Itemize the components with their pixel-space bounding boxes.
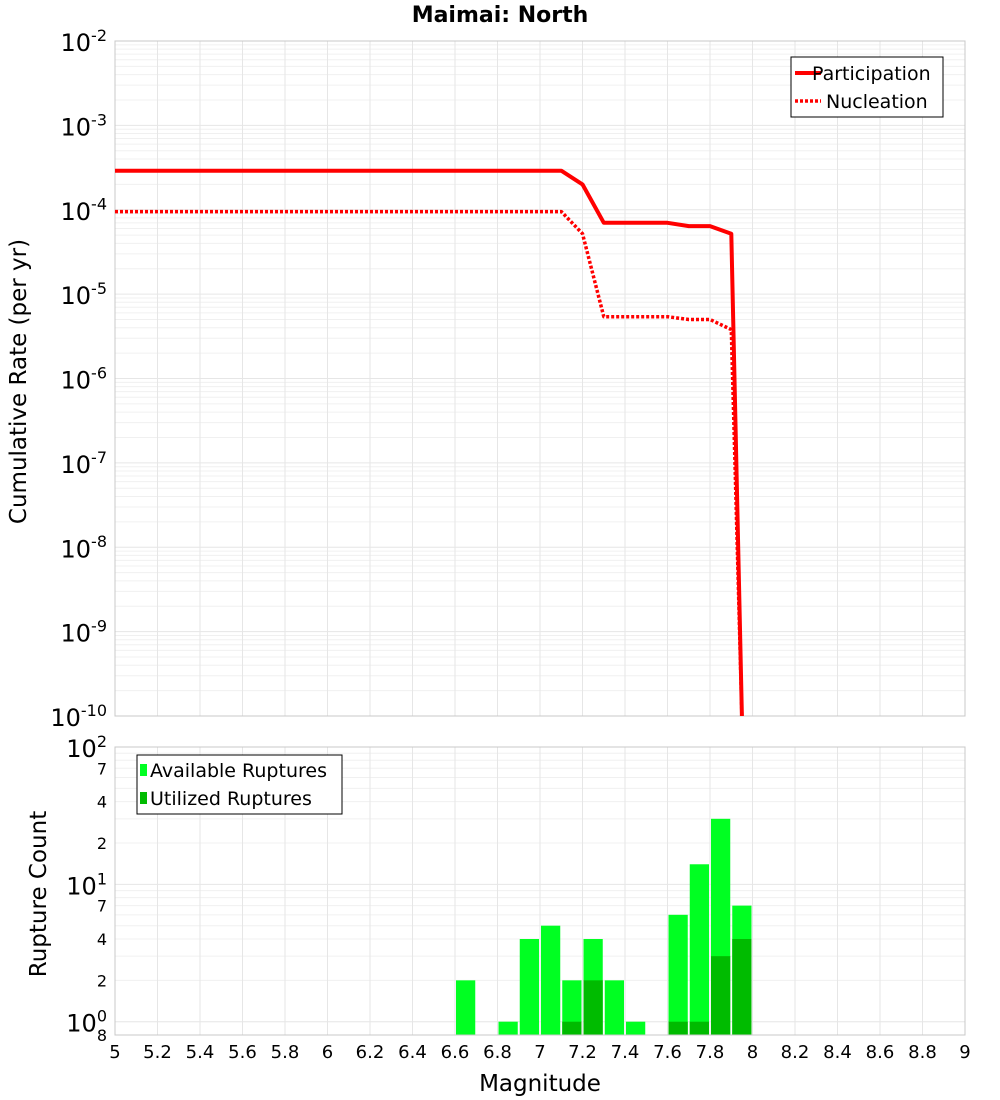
- y-tick-label: 4: [97, 930, 107, 949]
- y-tick-label: 8: [97, 1026, 107, 1045]
- bottom-plot-area: [114, 746, 966, 1036]
- x-tick-label: 9: [959, 1042, 970, 1063]
- bar-utilized: [562, 1021, 582, 1035]
- y-tick-label: 10-2: [61, 26, 108, 57]
- x-tick-label: 7.8: [696, 1042, 725, 1063]
- legend-label: Utilized Ruptures: [150, 788, 312, 810]
- x-axis-label: Magnitude: [479, 1071, 601, 1097]
- chart-title: Maimai: North: [412, 3, 589, 28]
- x-tick-label: 5: [109, 1042, 120, 1063]
- series-line-nucleation: [115, 209, 744, 717]
- x-tick-label: 5.2: [143, 1042, 172, 1063]
- x-tick-label: 5.6: [228, 1042, 257, 1063]
- legend-label: Nucleation: [826, 91, 928, 113]
- bar-available: [689, 864, 709, 1035]
- y-tick-label: 10-9: [61, 617, 108, 648]
- x-tick-label: 7.6: [653, 1042, 682, 1063]
- y-tick-label: 2: [97, 834, 107, 853]
- y-tick-label: 101: [66, 869, 107, 900]
- y-tick-label: 10-3: [61, 110, 108, 141]
- x-tick-label: 8.4: [823, 1042, 852, 1063]
- y-tick-label: 102: [66, 732, 107, 763]
- y-tick-label: 100: [66, 1007, 107, 1038]
- bar-utilized: [668, 1021, 688, 1035]
- y-tick-label: 4: [97, 793, 107, 812]
- bar-available: [604, 980, 624, 1035]
- y-tick-label: 10-7: [61, 448, 108, 479]
- bottom-legend: Available Ruptures Utilized Ruptures: [136, 754, 343, 815]
- bar-available: [456, 980, 476, 1035]
- bottom-plot-frame: [114, 746, 966, 1036]
- legend-swatch-utilized: [140, 792, 147, 804]
- bar-utilized: [583, 980, 603, 1035]
- x-tick-label: 7: [534, 1042, 545, 1063]
- x-tick-label: 8.8: [908, 1042, 937, 1063]
- legend-label: Available Ruptures: [150, 760, 327, 782]
- y-tick-label: 2: [97, 971, 107, 990]
- x-tick-label: 6.6: [441, 1042, 470, 1063]
- legend-box: [136, 754, 343, 815]
- y-tick-label: 7: [97, 759, 107, 778]
- top-legend: Participation Nucleation: [790, 56, 944, 118]
- legend-swatch-available: [140, 764, 147, 776]
- bar-utilized: [732, 939, 752, 1035]
- top-plot-area: [114, 40, 966, 717]
- bar-utilized: [689, 1021, 709, 1035]
- top-plot-frame: [114, 40, 966, 717]
- x-tick-label: 7.2: [568, 1042, 597, 1063]
- x-tick-label: 6.8: [483, 1042, 512, 1063]
- y-tick-label: 7: [97, 897, 107, 916]
- x-tick-label: 8.6: [866, 1042, 895, 1063]
- legend-box: [790, 56, 944, 118]
- bar-utilized: [711, 956, 731, 1035]
- y-tick-label: 10-10: [50, 701, 107, 732]
- y-tick-label: 10-8: [61, 532, 108, 563]
- x-tick-label: 8: [747, 1042, 758, 1063]
- bar-available: [519, 939, 539, 1035]
- y-tick-label: 10-6: [61, 363, 108, 394]
- y-tick-label: 10-4: [61, 195, 108, 226]
- legend-label: Participation: [812, 63, 931, 85]
- bar-available: [562, 980, 582, 1035]
- y-axis-label: Cumulative Rate (per yr): [6, 239, 32, 524]
- x-tick-label: 6: [322, 1042, 333, 1063]
- bar-available: [626, 1021, 646, 1035]
- y-tick-label: 10-5: [61, 279, 108, 310]
- x-tick-label: 5.8: [271, 1042, 300, 1063]
- x-tick-label: 6.2: [356, 1042, 385, 1063]
- bar-available: [498, 1021, 518, 1035]
- x-tick-label: 8.2: [781, 1042, 810, 1063]
- x-tick-label: 6.4: [398, 1042, 427, 1063]
- y-axis-label: Rupture Count: [26, 811, 52, 977]
- x-tick-label: 5.4: [186, 1042, 215, 1063]
- series-line-participation: [115, 168, 744, 717]
- x-tick-label: 7.4: [611, 1042, 640, 1063]
- bar-available: [668, 914, 688, 1035]
- bar-available: [541, 925, 561, 1035]
